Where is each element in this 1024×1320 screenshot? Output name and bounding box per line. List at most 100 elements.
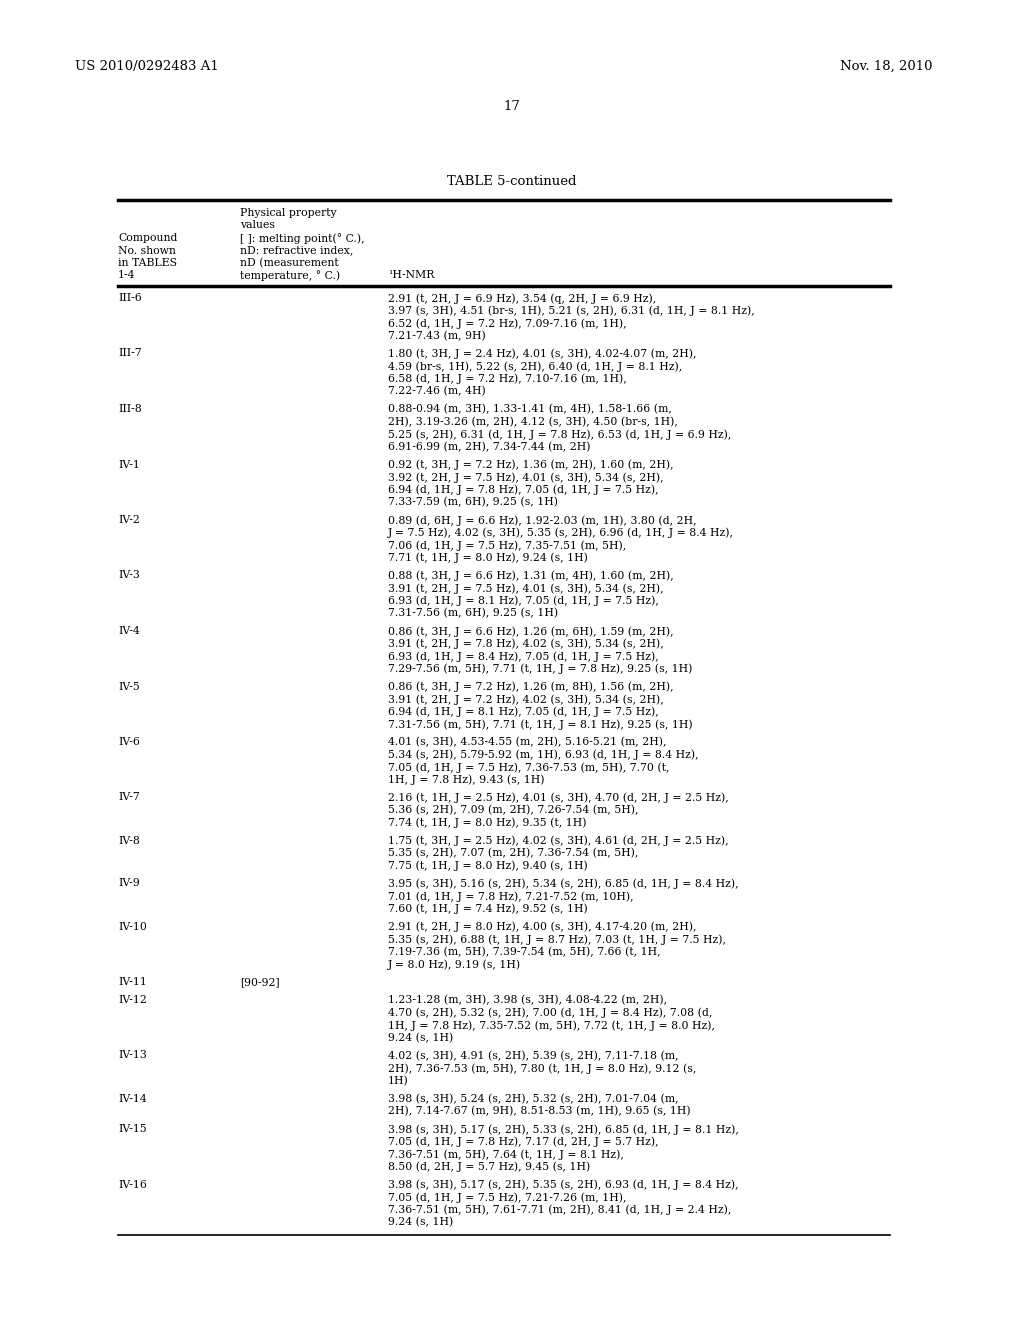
- Text: IV-15: IV-15: [118, 1125, 146, 1134]
- Text: TABLE 5-continued: TABLE 5-continued: [447, 176, 577, 187]
- Text: 3.91 (t, 2H, J = 7.2 Hz), 4.02 (s, 3H), 5.34 (s, 2H),: 3.91 (t, 2H, J = 7.2 Hz), 4.02 (s, 3H), …: [388, 694, 664, 705]
- Text: 6.93 (d, 1H, J = 8.4 Hz), 7.05 (d, 1H, J = 7.5 Hz),: 6.93 (d, 1H, J = 8.4 Hz), 7.05 (d, 1H, J…: [388, 651, 658, 661]
- Text: IV-1: IV-1: [118, 459, 140, 470]
- Text: 1.75 (t, 3H, J = 2.5 Hz), 4.02 (s, 3H), 4.61 (d, 2H, J = 2.5 Hz),: 1.75 (t, 3H, J = 2.5 Hz), 4.02 (s, 3H), …: [388, 836, 729, 846]
- Text: 3.98 (s, 3H), 5.17 (s, 2H), 5.35 (s, 2H), 6.93 (d, 1H, J = 8.4 Hz),: 3.98 (s, 3H), 5.17 (s, 2H), 5.35 (s, 2H)…: [388, 1180, 738, 1191]
- Text: 4.02 (s, 3H), 4.91 (s, 2H), 5.39 (s, 2H), 7.11-7.18 (m,: 4.02 (s, 3H), 4.91 (s, 2H), 5.39 (s, 2H)…: [388, 1051, 679, 1061]
- Text: US 2010/0292483 A1: US 2010/0292483 A1: [75, 59, 219, 73]
- Text: [90-92]: [90-92]: [240, 977, 280, 987]
- Text: 7.71 (t, 1H, J = 8.0 Hz), 9.24 (s, 1H): 7.71 (t, 1H, J = 8.0 Hz), 9.24 (s, 1H): [388, 553, 588, 564]
- Text: III-7: III-7: [118, 348, 141, 359]
- Text: 2H), 7.36-7.53 (m, 5H), 7.80 (t, 1H, J = 8.0 Hz), 9.12 (s,: 2H), 7.36-7.53 (m, 5H), 7.80 (t, 1H, J =…: [388, 1063, 696, 1073]
- Text: Physical property: Physical property: [240, 209, 337, 218]
- Text: 6.94 (d, 1H, J = 7.8 Hz), 7.05 (d, 1H, J = 7.5 Hz),: 6.94 (d, 1H, J = 7.8 Hz), 7.05 (d, 1H, J…: [388, 484, 658, 495]
- Text: 3.92 (t, 2H, J = 7.5 Hz), 4.01 (s, 3H), 5.34 (s, 2H),: 3.92 (t, 2H, J = 7.5 Hz), 4.01 (s, 3H), …: [388, 473, 664, 483]
- Text: IV-4: IV-4: [118, 626, 139, 636]
- Text: 1H, J = 7.8 Hz), 9.43 (s, 1H): 1H, J = 7.8 Hz), 9.43 (s, 1H): [388, 775, 545, 785]
- Text: IV-9: IV-9: [118, 879, 139, 888]
- Text: 2H), 7.14-7.67 (m, 9H), 8.51-8.53 (m, 1H), 9.65 (s, 1H): 2H), 7.14-7.67 (m, 9H), 8.51-8.53 (m, 1H…: [388, 1106, 690, 1117]
- Text: IV-10: IV-10: [118, 921, 146, 932]
- Text: 0.92 (t, 3H, J = 7.2 Hz), 1.36 (m, 2H), 1.60 (m, 2H),: 0.92 (t, 3H, J = 7.2 Hz), 1.36 (m, 2H), …: [388, 459, 674, 470]
- Text: 7.75 (t, 1H, J = 8.0 Hz), 9.40 (s, 1H): 7.75 (t, 1H, J = 8.0 Hz), 9.40 (s, 1H): [388, 861, 588, 871]
- Text: 7.06 (d, 1H, J = 7.5 Hz), 7.35-7.51 (m, 5H),: 7.06 (d, 1H, J = 7.5 Hz), 7.35-7.51 (m, …: [388, 540, 627, 550]
- Text: 7.60 (t, 1H, J = 7.4 Hz), 9.52 (s, 1H): 7.60 (t, 1H, J = 7.4 Hz), 9.52 (s, 1H): [388, 903, 588, 913]
- Text: 2.91 (t, 2H, J = 8.0 Hz), 4.00 (s, 3H), 4.17-4.20 (m, 2H),: 2.91 (t, 2H, J = 8.0 Hz), 4.00 (s, 3H), …: [388, 921, 696, 932]
- Text: 3.97 (s, 3H), 4.51 (br-s, 1H), 5.21 (s, 2H), 6.31 (d, 1H, J = 8.1 Hz),: 3.97 (s, 3H), 4.51 (br-s, 1H), 5.21 (s, …: [388, 305, 755, 315]
- Text: 7.21-7.43 (m, 9H): 7.21-7.43 (m, 9H): [388, 330, 485, 341]
- Text: 4.70 (s, 2H), 5.32 (s, 2H), 7.00 (d, 1H, J = 8.4 Hz), 7.08 (d,: 4.70 (s, 2H), 5.32 (s, 2H), 7.00 (d, 1H,…: [388, 1007, 713, 1018]
- Text: in TABLES: in TABLES: [118, 257, 177, 268]
- Text: 5.35 (s, 2H), 7.07 (m, 2H), 7.36-7.54 (m, 5H),: 5.35 (s, 2H), 7.07 (m, 2H), 7.36-7.54 (m…: [388, 847, 638, 858]
- Text: 2H), 3.19-3.26 (m, 2H), 4.12 (s, 3H), 4.50 (br-s, 1H),: 2H), 3.19-3.26 (m, 2H), 4.12 (s, 3H), 4.…: [388, 417, 678, 426]
- Text: 3.98 (s, 3H), 5.24 (s, 2H), 5.32 (s, 2H), 7.01-7.04 (m,: 3.98 (s, 3H), 5.24 (s, 2H), 5.32 (s, 2H)…: [388, 1093, 679, 1104]
- Text: 4.01 (s, 3H), 4.53-4.55 (m, 2H), 5.16-5.21 (m, 2H),: 4.01 (s, 3H), 4.53-4.55 (m, 2H), 5.16-5.…: [388, 737, 667, 747]
- Text: 5.36 (s, 2H), 7.09 (m, 2H), 7.26-7.54 (m, 5H),: 5.36 (s, 2H), 7.09 (m, 2H), 7.26-7.54 (m…: [388, 805, 639, 816]
- Text: ¹H-NMR: ¹H-NMR: [388, 271, 434, 281]
- Text: 6.93 (d, 1H, J = 8.1 Hz), 7.05 (d, 1H, J = 7.5 Hz),: 6.93 (d, 1H, J = 8.1 Hz), 7.05 (d, 1H, J…: [388, 595, 658, 606]
- Text: [ ]: melting point(° C.),: [ ]: melting point(° C.),: [240, 234, 365, 244]
- Text: 0.88 (t, 3H, J = 6.6 Hz), 1.31 (m, 4H), 1.60 (m, 2H),: 0.88 (t, 3H, J = 6.6 Hz), 1.31 (m, 4H), …: [388, 570, 674, 581]
- Text: 7.33-7.59 (m, 6H), 9.25 (s, 1H): 7.33-7.59 (m, 6H), 9.25 (s, 1H): [388, 498, 558, 507]
- Text: 0.89 (d, 6H, J = 6.6 Hz), 1.92-2.03 (m, 1H), 3.80 (d, 2H,: 0.89 (d, 6H, J = 6.6 Hz), 1.92-2.03 (m, …: [388, 515, 696, 525]
- Text: 3.91 (t, 2H, J = 7.5 Hz), 4.01 (s, 3H), 5.34 (s, 2H),: 3.91 (t, 2H, J = 7.5 Hz), 4.01 (s, 3H), …: [388, 583, 664, 594]
- Text: IV-3: IV-3: [118, 570, 140, 581]
- Text: 7.19-7.36 (m, 5H), 7.39-7.54 (m, 5H), 7.66 (t, 1H,: 7.19-7.36 (m, 5H), 7.39-7.54 (m, 5H), 7.…: [388, 946, 660, 957]
- Text: IV-6: IV-6: [118, 737, 140, 747]
- Text: 7.22-7.46 (m, 4H): 7.22-7.46 (m, 4H): [388, 385, 485, 396]
- Text: 0.86 (t, 3H, J = 6.6 Hz), 1.26 (m, 6H), 1.59 (m, 2H),: 0.86 (t, 3H, J = 6.6 Hz), 1.26 (m, 6H), …: [388, 626, 674, 636]
- Text: 7.05 (d, 1H, J = 7.5 Hz), 7.36-7.53 (m, 5H), 7.70 (t,: 7.05 (d, 1H, J = 7.5 Hz), 7.36-7.53 (m, …: [388, 762, 670, 772]
- Text: 1H, J = 7.8 Hz), 7.35-7.52 (m, 5H), 7.72 (t, 1H, J = 8.0 Hz),: 1H, J = 7.8 Hz), 7.35-7.52 (m, 5H), 7.72…: [388, 1020, 715, 1031]
- Text: 8.50 (d, 2H, J = 5.7 Hz), 9.45 (s, 1H): 8.50 (d, 2H, J = 5.7 Hz), 9.45 (s, 1H): [388, 1162, 590, 1172]
- Text: 0.88-0.94 (m, 3H), 1.33-1.41 (m, 4H), 1.58-1.66 (m,: 0.88-0.94 (m, 3H), 1.33-1.41 (m, 4H), 1.…: [388, 404, 672, 414]
- Text: 7.36-7.51 (m, 5H), 7.64 (t, 1H, J = 8.1 Hz),: 7.36-7.51 (m, 5H), 7.64 (t, 1H, J = 8.1 …: [388, 1148, 624, 1159]
- Text: IV-16: IV-16: [118, 1180, 146, 1189]
- Text: 1.23-1.28 (m, 3H), 3.98 (s, 3H), 4.08-4.22 (m, 2H),: 1.23-1.28 (m, 3H), 3.98 (s, 3H), 4.08-4.…: [388, 995, 667, 1006]
- Text: 2.16 (t, 1H, J = 2.5 Hz), 4.01 (s, 3H), 4.70 (d, 2H, J = 2.5 Hz),: 2.16 (t, 1H, J = 2.5 Hz), 4.01 (s, 3H), …: [388, 792, 729, 803]
- Text: IV-12: IV-12: [118, 995, 146, 1005]
- Text: 7.31-7.56 (m, 6H), 9.25 (s, 1H): 7.31-7.56 (m, 6H), 9.25 (s, 1H): [388, 609, 558, 618]
- Text: 17: 17: [504, 100, 520, 114]
- Text: J = 8.0 Hz), 9.19 (s, 1H): J = 8.0 Hz), 9.19 (s, 1H): [388, 960, 521, 970]
- Text: 5.35 (s, 2H), 6.88 (t, 1H, J = 8.7 Hz), 7.03 (t, 1H, J = 7.5 Hz),: 5.35 (s, 2H), 6.88 (t, 1H, J = 8.7 Hz), …: [388, 935, 726, 945]
- Text: III-8: III-8: [118, 404, 141, 414]
- Text: 7.36-7.51 (m, 5H), 7.61-7.71 (m, 2H), 8.41 (d, 1H, J = 2.4 Hz),: 7.36-7.51 (m, 5H), 7.61-7.71 (m, 2H), 8.…: [388, 1204, 731, 1216]
- Text: Nov. 18, 2010: Nov. 18, 2010: [841, 59, 933, 73]
- Text: 6.91-6.99 (m, 2H), 7.34-7.44 (m, 2H): 6.91-6.99 (m, 2H), 7.34-7.44 (m, 2H): [388, 441, 591, 451]
- Text: IV-5: IV-5: [118, 681, 139, 692]
- Text: IV-7: IV-7: [118, 792, 139, 803]
- Text: 7.01 (d, 1H, J = 7.8 Hz), 7.21-7.52 (m, 10H),: 7.01 (d, 1H, J = 7.8 Hz), 7.21-7.52 (m, …: [388, 891, 634, 902]
- Text: 7.05 (d, 1H, J = 7.5 Hz), 7.21-7.26 (m, 1H),: 7.05 (d, 1H, J = 7.5 Hz), 7.21-7.26 (m, …: [388, 1192, 627, 1203]
- Text: 2.91 (t, 2H, J = 6.9 Hz), 3.54 (q, 2H, J = 6.9 Hz),: 2.91 (t, 2H, J = 6.9 Hz), 3.54 (q, 2H, J…: [388, 293, 656, 304]
- Text: 0.86 (t, 3H, J = 7.2 Hz), 1.26 (m, 8H), 1.56 (m, 2H),: 0.86 (t, 3H, J = 7.2 Hz), 1.26 (m, 8H), …: [388, 681, 674, 692]
- Text: 3.98 (s, 3H), 5.17 (s, 2H), 5.33 (s, 2H), 6.85 (d, 1H, J = 8.1 Hz),: 3.98 (s, 3H), 5.17 (s, 2H), 5.33 (s, 2H)…: [388, 1125, 739, 1135]
- Text: 7.74 (t, 1H, J = 8.0 Hz), 9.35 (t, 1H): 7.74 (t, 1H, J = 8.0 Hz), 9.35 (t, 1H): [388, 817, 587, 828]
- Text: III-6: III-6: [118, 293, 141, 304]
- Text: IV-2: IV-2: [118, 515, 140, 525]
- Text: 1H): 1H): [388, 1076, 409, 1086]
- Text: nD (measurement: nD (measurement: [240, 257, 339, 268]
- Text: 6.94 (d, 1H, J = 8.1 Hz), 7.05 (d, 1H, J = 7.5 Hz),: 6.94 (d, 1H, J = 8.1 Hz), 7.05 (d, 1H, J…: [388, 706, 658, 717]
- Text: nD: refractive index,: nD: refractive index,: [240, 246, 353, 256]
- Text: IV-11: IV-11: [118, 977, 146, 987]
- Text: 9.24 (s, 1H): 9.24 (s, 1H): [388, 1217, 454, 1228]
- Text: J = 7.5 Hz), 4.02 (s, 3H), 5.35 (s, 2H), 6.96 (d, 1H, J = 8.4 Hz),: J = 7.5 Hz), 4.02 (s, 3H), 5.35 (s, 2H),…: [388, 528, 734, 539]
- Text: 4.59 (br-s, 1H), 5.22 (s, 2H), 6.40 (d, 1H, J = 8.1 Hz),: 4.59 (br-s, 1H), 5.22 (s, 2H), 6.40 (d, …: [388, 360, 682, 371]
- Text: 7.05 (d, 1H, J = 7.8 Hz), 7.17 (d, 2H, J = 5.7 Hz),: 7.05 (d, 1H, J = 7.8 Hz), 7.17 (d, 2H, J…: [388, 1137, 658, 1147]
- Text: 6.52 (d, 1H, J = 7.2 Hz), 7.09-7.16 (m, 1H),: 6.52 (d, 1H, J = 7.2 Hz), 7.09-7.16 (m, …: [388, 318, 627, 329]
- Text: 3.91 (t, 2H, J = 7.8 Hz), 4.02 (s, 3H), 5.34 (s, 2H),: 3.91 (t, 2H, J = 7.8 Hz), 4.02 (s, 3H), …: [388, 639, 664, 649]
- Text: IV-14: IV-14: [118, 1093, 146, 1104]
- Text: 5.34 (s, 2H), 5.79-5.92 (m, 1H), 6.93 (d, 1H, J = 8.4 Hz),: 5.34 (s, 2H), 5.79-5.92 (m, 1H), 6.93 (d…: [388, 750, 698, 760]
- Text: values: values: [240, 220, 274, 231]
- Text: 7.29-7.56 (m, 5H), 7.71 (t, 1H, J = 7.8 Hz), 9.25 (s, 1H): 7.29-7.56 (m, 5H), 7.71 (t, 1H, J = 7.8 …: [388, 664, 692, 675]
- Text: 1-4: 1-4: [118, 271, 135, 281]
- Text: 6.58 (d, 1H, J = 7.2 Hz), 7.10-7.16 (m, 1H),: 6.58 (d, 1H, J = 7.2 Hz), 7.10-7.16 (m, …: [388, 374, 627, 384]
- Text: 5.25 (s, 2H), 6.31 (d, 1H, J = 7.8 Hz), 6.53 (d, 1H, J = 6.9 Hz),: 5.25 (s, 2H), 6.31 (d, 1H, J = 7.8 Hz), …: [388, 429, 731, 440]
- Text: IV-13: IV-13: [118, 1051, 146, 1060]
- Text: No. shown: No. shown: [118, 246, 176, 256]
- Text: 3.95 (s, 3H), 5.16 (s, 2H), 5.34 (s, 2H), 6.85 (d, 1H, J = 8.4 Hz),: 3.95 (s, 3H), 5.16 (s, 2H), 5.34 (s, 2H)…: [388, 879, 738, 890]
- Text: 1.80 (t, 3H, J = 2.4 Hz), 4.01 (s, 3H), 4.02-4.07 (m, 2H),: 1.80 (t, 3H, J = 2.4 Hz), 4.01 (s, 3H), …: [388, 348, 696, 359]
- Text: temperature, ° C.): temperature, ° C.): [240, 271, 340, 281]
- Text: IV-8: IV-8: [118, 836, 140, 846]
- Text: 9.24 (s, 1H): 9.24 (s, 1H): [388, 1032, 454, 1043]
- Text: 7.31-7.56 (m, 5H), 7.71 (t, 1H, J = 8.1 Hz), 9.25 (s, 1H): 7.31-7.56 (m, 5H), 7.71 (t, 1H, J = 8.1 …: [388, 719, 692, 730]
